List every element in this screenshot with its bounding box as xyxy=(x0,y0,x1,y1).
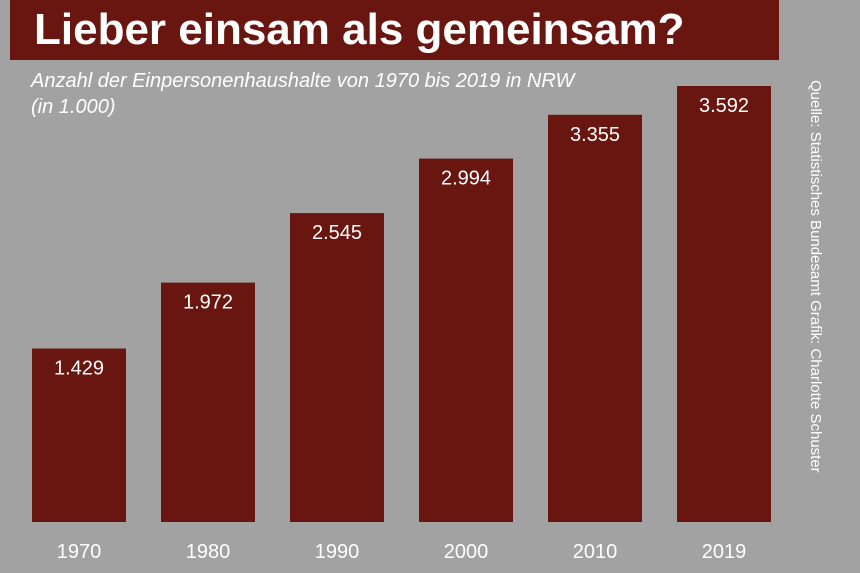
bar-2000 xyxy=(419,158,513,522)
x-tick-label-1980: 1980 xyxy=(186,541,231,563)
bar-1980 xyxy=(161,282,255,522)
x-tick-label-1990: 1990 xyxy=(315,541,360,563)
bar-1990 xyxy=(290,213,384,522)
data-label-1980: 1.972 xyxy=(183,292,233,314)
bar-1970 xyxy=(32,348,126,522)
x-tick-label-2000: 2000 xyxy=(444,541,489,563)
subtitle-line-2: (in 1.000) xyxy=(31,96,116,118)
data-label-2000: 2.994 xyxy=(441,168,491,190)
source-credit: Quelle: Statistisches Bundesamt Grafik: … xyxy=(805,80,853,520)
page-title: Lieber einsam als gemeinsam? xyxy=(34,5,685,54)
data-label-1990: 2.545 xyxy=(312,222,362,244)
bar-2019 xyxy=(677,86,771,522)
data-label-1970: 1.429 xyxy=(54,358,104,380)
bar-2010 xyxy=(548,114,642,523)
x-tick-label-2010: 2010 xyxy=(573,541,618,563)
source-credit-text: Quelle: Statistisches Bundesamt Grafik: … xyxy=(807,80,824,473)
chart-subtitle: Anzahl der Einpersonenhaushalte von 1970… xyxy=(31,68,574,120)
data-label-2010: 3.355 xyxy=(570,124,620,146)
subtitle-line-1: Anzahl der Einpersonenhaushalte von 1970… xyxy=(31,70,575,92)
x-tick-label-2019: 2019 xyxy=(702,541,747,563)
data-label-2019: 3.592 xyxy=(699,95,749,117)
x-tick-label-1970: 1970 xyxy=(57,541,102,563)
title-banner: Lieber einsam als gemeinsam? xyxy=(10,0,779,60)
